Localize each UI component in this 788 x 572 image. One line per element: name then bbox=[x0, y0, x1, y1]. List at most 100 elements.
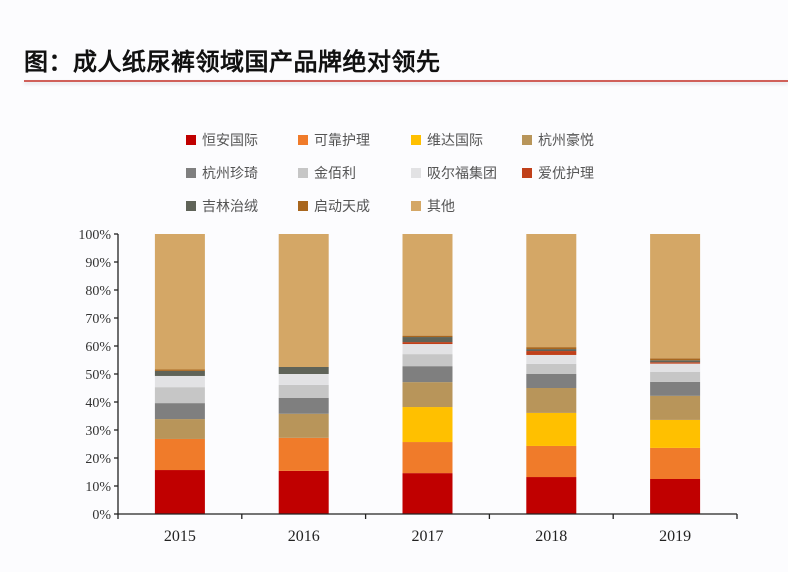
legend-swatch bbox=[411, 201, 421, 211]
bar-segment bbox=[402, 337, 453, 343]
bar-segment bbox=[650, 419, 701, 448]
bar-segment bbox=[278, 470, 329, 514]
y-tick-label: 70% bbox=[85, 312, 111, 327]
legend-label: 金佰利 bbox=[314, 166, 356, 182]
bar-segment bbox=[154, 234, 205, 370]
bar-segment bbox=[278, 437, 329, 471]
bar-segment bbox=[526, 347, 577, 350]
bar-segment bbox=[154, 369, 205, 371]
bar-segment bbox=[526, 363, 577, 374]
legend-item: 吉林治绒 bbox=[186, 196, 258, 216]
bar-segment bbox=[650, 479, 701, 514]
legend-item: 杭州豪悦 bbox=[522, 130, 594, 150]
bar-segment bbox=[650, 381, 701, 396]
bar-segment bbox=[650, 358, 701, 361]
y-tick-label: 60% bbox=[85, 340, 111, 355]
legend-label: 维达国际 bbox=[427, 133, 483, 149]
bar-segment bbox=[526, 477, 577, 514]
y-tick-label: 10% bbox=[85, 480, 111, 495]
bar-segment bbox=[278, 413, 329, 438]
bar-segment bbox=[278, 384, 329, 398]
bar-segment bbox=[278, 374, 329, 385]
bar-segment bbox=[402, 366, 453, 383]
y-tick-label: 90% bbox=[85, 256, 111, 271]
bar-segment bbox=[526, 234, 577, 348]
legend-label: 吸尔福集团 bbox=[427, 166, 497, 182]
y-tick-label: 0% bbox=[92, 508, 111, 523]
x-tick-label: 2015 bbox=[164, 528, 196, 545]
bar-segment bbox=[154, 438, 205, 471]
bar-segment bbox=[526, 354, 577, 364]
legend-item: 可靠护理 bbox=[298, 130, 370, 150]
legend-swatch bbox=[522, 168, 532, 178]
legend-label: 恒安国际 bbox=[202, 133, 258, 149]
bar-segment bbox=[154, 387, 205, 404]
legend-label: 杭州珍琦 bbox=[202, 166, 258, 182]
y-tick-label: 20% bbox=[85, 452, 111, 467]
legend-item: 吸尔福集团 bbox=[411, 163, 497, 183]
y-tick-label: 100% bbox=[78, 228, 111, 243]
legend-item: 维达国际 bbox=[411, 130, 483, 150]
x-tick-label: 2016 bbox=[288, 528, 320, 545]
legend-label: 启动天成 bbox=[314, 199, 370, 215]
bar-segment bbox=[526, 445, 577, 478]
legend-item: 金佰利 bbox=[298, 163, 356, 183]
bars-group bbox=[154, 234, 701, 514]
bar-segment bbox=[402, 354, 453, 367]
legend-swatch bbox=[298, 135, 308, 145]
bar-segment bbox=[278, 367, 329, 374]
legend-swatch bbox=[186, 135, 196, 145]
legend-swatch bbox=[411, 135, 421, 145]
legend-swatch bbox=[411, 168, 421, 178]
bar-segment bbox=[526, 351, 577, 355]
bar-segment bbox=[154, 419, 205, 439]
bar-segment bbox=[402, 335, 453, 338]
legend-swatch bbox=[522, 135, 532, 145]
legend-label: 爱优护理 bbox=[538, 166, 594, 182]
y-tick-label: 50% bbox=[85, 368, 111, 383]
bar-segment bbox=[526, 388, 577, 413]
legend-item: 其他 bbox=[411, 196, 455, 216]
chart-title: 图：成人纸尿裤领域国产品牌绝对领先 bbox=[24, 48, 441, 76]
bar-segment bbox=[650, 234, 701, 359]
legend-item: 爱优护理 bbox=[522, 163, 594, 183]
title-underline bbox=[24, 80, 788, 82]
bar-segment bbox=[154, 370, 205, 376]
legend-label: 其他 bbox=[427, 199, 455, 215]
bar-segment bbox=[650, 362, 701, 364]
bar-segment bbox=[278, 234, 329, 367]
y-tick-label: 80% bbox=[85, 284, 111, 299]
bar-segment bbox=[526, 349, 577, 352]
bar-segment bbox=[526, 412, 577, 446]
legend-swatch bbox=[186, 201, 196, 211]
y-tick-label: 40% bbox=[85, 396, 111, 411]
bar-segment bbox=[650, 360, 701, 363]
legend-label: 吉林治绒 bbox=[202, 199, 258, 215]
bar-segment bbox=[402, 382, 453, 408]
y-tick-label: 30% bbox=[85, 424, 111, 439]
legend-item: 启动天成 bbox=[298, 196, 370, 216]
bar-segment bbox=[650, 447, 701, 479]
legend-swatch bbox=[298, 168, 308, 178]
legend-swatch bbox=[186, 168, 196, 178]
bar-segment bbox=[402, 407, 453, 443]
bar-segment bbox=[402, 473, 453, 514]
bar-segment bbox=[526, 374, 577, 388]
bar-segment bbox=[278, 397, 329, 414]
legend-swatch bbox=[298, 201, 308, 211]
x-tick-label: 2017 bbox=[412, 528, 444, 545]
bar-segment bbox=[650, 363, 701, 372]
legend-item: 恒安国际 bbox=[186, 130, 258, 150]
bar-segment bbox=[402, 234, 453, 336]
bar-segment bbox=[154, 470, 205, 514]
x-tick-label: 2019 bbox=[659, 528, 691, 545]
legend-label: 杭州豪悦 bbox=[538, 133, 594, 149]
bar-segment bbox=[402, 344, 453, 355]
legend-label: 可靠护理 bbox=[314, 133, 370, 149]
x-tick-label: 2018 bbox=[535, 528, 567, 545]
axes-group: 0% 10% 20% 30% 40% 50% 60% 70% 80% 90% 100% 2015 201… bbox=[78, 228, 738, 545]
bar-segment bbox=[402, 342, 453, 345]
legend-item: 杭州珍琦 bbox=[186, 163, 258, 183]
bar-segment bbox=[154, 375, 205, 388]
